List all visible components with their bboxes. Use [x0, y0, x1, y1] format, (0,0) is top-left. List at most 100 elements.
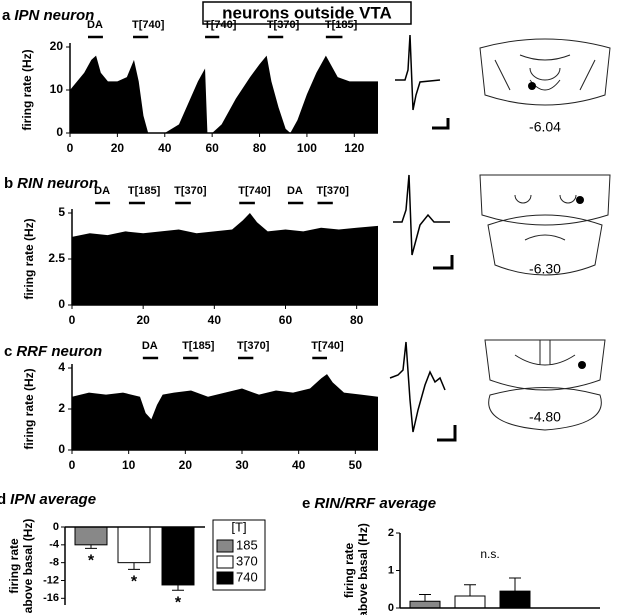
annotation: n.s. — [480, 547, 499, 561]
x-tick-label: 100 — [297, 141, 317, 155]
panel-header: b RIN neuron — [4, 175, 98, 192]
error-bar — [128, 562, 140, 570]
panel-title: IPN neuron — [14, 7, 94, 24]
recording-site — [576, 196, 584, 204]
treatment-label: T[185] — [325, 19, 358, 31]
title-box — [202, 1, 412, 25]
treatment-label: DA — [142, 340, 158, 352]
legend-label: 185 — [236, 537, 258, 552]
treatment-label: T[185] — [128, 185, 161, 197]
x-tick-label: 60 — [205, 141, 219, 155]
y-axis-label: firing rate — [7, 538, 21, 594]
x-tick-label: 40 — [292, 458, 306, 472]
y-axis-label: above basal (Hz) — [21, 519, 35, 614]
y-tick-label: 4 — [58, 360, 65, 374]
waveforms — [389, 34, 457, 442]
error-bar — [172, 584, 184, 591]
x-tick-label: 0 — [69, 458, 76, 472]
legend-label: 370 — [236, 553, 258, 568]
x-tick-label: 30 — [235, 458, 249, 472]
treatment-label: T[370] — [267, 19, 300, 31]
x-tick-label: 50 — [349, 458, 363, 472]
treatment-label: T[185] — [182, 340, 215, 352]
x-tick-label: 20 — [179, 458, 193, 472]
y-tick-label: -16 — [43, 592, 59, 604]
y-axis-label: firing rate — [342, 543, 356, 599]
treatment-label: DA — [87, 19, 103, 31]
atlas-label: -6.30 — [529, 261, 561, 277]
atlas-label: -4.80 — [529, 409, 561, 425]
figure-title: neurons outside VTA — [222, 3, 392, 22]
x-tick-label: 60 — [279, 313, 293, 327]
firing-rate-area — [72, 374, 378, 450]
firing-rate-area — [70, 55, 378, 133]
x-tick-label: 10 — [122, 458, 136, 472]
bar — [409, 600, 441, 609]
bar — [117, 526, 151, 564]
significance-mark: * — [175, 595, 182, 612]
panel-letter: e — [302, 495, 310, 512]
bar — [74, 526, 108, 546]
y-tick-label: 5 — [58, 205, 65, 219]
panel-title: RRF neuron — [16, 343, 102, 360]
x-tick-label: 80 — [253, 141, 267, 155]
treatment-label: DA — [287, 185, 303, 197]
error-bar — [509, 577, 521, 592]
y-tick-label: 1 — [388, 564, 394, 576]
legend-swatch — [216, 539, 234, 553]
atlas-label: -6.04 — [529, 119, 561, 135]
treatment-label: T[740] — [204, 19, 237, 31]
x-tick-label: 0 — [69, 313, 76, 327]
panel-header: d IPN average — [0, 491, 96, 508]
error-bar — [464, 584, 476, 596]
y-axis-label: firing rate (Hz) — [22, 218, 36, 299]
recording-site — [578, 361, 586, 369]
error-bar — [419, 594, 431, 602]
panel-title: RIN/RRF average — [314, 495, 436, 512]
legend-title: [T] — [231, 519, 246, 534]
x-tick-label: 20 — [136, 313, 150, 327]
y-tick-label: -12 — [43, 574, 59, 586]
y-tick-label: 10 — [50, 82, 64, 96]
y-tick-label: -8 — [49, 557, 59, 569]
significance-mark: * — [131, 574, 138, 591]
error-bar — [85, 544, 97, 549]
x-tick-label: 120 — [344, 141, 364, 155]
firing-rate-area — [72, 213, 378, 305]
y-tick-label: 2 — [58, 401, 65, 415]
treatment-label: T[370] — [317, 185, 350, 197]
panel-letter: c — [4, 343, 12, 360]
panel-letter: a — [2, 7, 11, 24]
y-tick-label: 0 — [53, 521, 59, 533]
x-tick-label: 40 — [158, 141, 172, 155]
y-tick-label: 2.5 — [48, 251, 65, 265]
treatment-label: T[740] — [238, 185, 271, 197]
y-axis-label: firing rate (Hz) — [22, 368, 36, 449]
bar — [454, 595, 486, 609]
y-tick-label: 2 — [388, 527, 394, 539]
panel-letter: b — [4, 175, 13, 192]
panel-letter: d — [0, 491, 6, 508]
y-tick-label: 0 — [388, 602, 394, 614]
y-tick-label: 0 — [56, 125, 63, 139]
y-tick-label: 0 — [58, 442, 65, 456]
y-axis-label: firing rate (Hz) — [20, 49, 34, 130]
treatment-label: T[740] — [311, 340, 344, 352]
x-tick-label: 20 — [111, 141, 125, 155]
y-tick-label: 20 — [50, 39, 64, 53]
x-tick-label: 80 — [350, 313, 364, 327]
panel-title: RIN neuron — [17, 175, 98, 192]
y-tick-label: 0 — [58, 297, 65, 311]
treatment-label: T[740] — [132, 19, 165, 31]
recording-site — [528, 82, 536, 90]
legend-swatch — [216, 555, 234, 569]
panel-title: IPN average — [10, 491, 96, 508]
panel-header: c RRF neuron — [4, 343, 102, 360]
x-tick-label: 40 — [208, 313, 222, 327]
panel-header: a IPN neuron — [2, 7, 94, 24]
y-tick-label: -4 — [49, 539, 60, 551]
panel-header: e RIN/RRF average — [302, 495, 436, 512]
bar — [499, 590, 531, 609]
legend-swatch — [216, 571, 234, 585]
